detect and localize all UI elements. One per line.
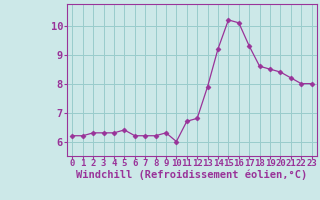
X-axis label: Windchill (Refroidissement éolien,°C): Windchill (Refroidissement éolien,°C) [76,169,308,180]
